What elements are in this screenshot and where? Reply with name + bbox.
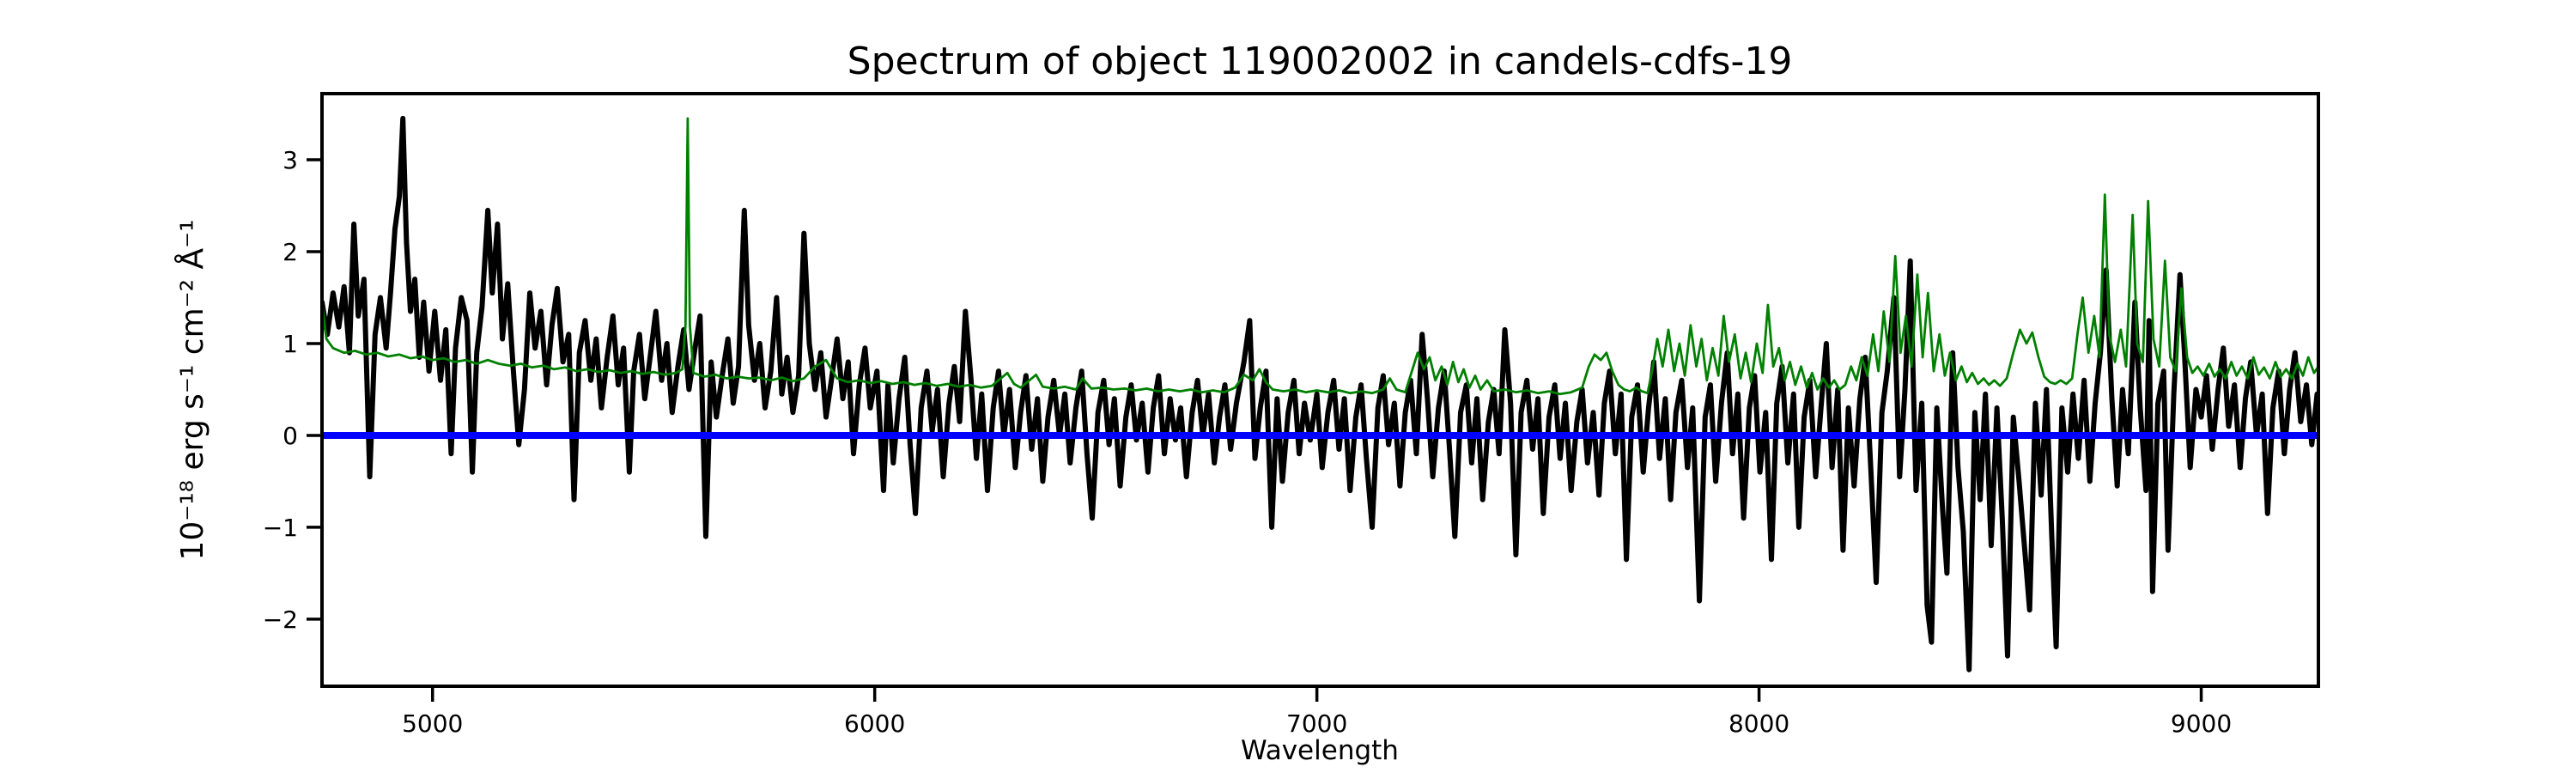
x-tick-label: 5000 [402,709,463,738]
x-tick-label: 6000 [844,709,905,738]
y-tick-label: 2 [283,238,298,266]
plot-area: 5000 6000 7000 8000 9000 −2 −1 0 1 2 3 [263,92,2320,738]
y-axis-label: 10⁻¹⁸ erg s⁻¹ cm⁻² Å⁻¹ [173,219,210,560]
noise-spectrum-line [322,117,2318,396]
x-tick-label: 7000 [1286,709,1347,738]
x-tick-label: 9000 [2171,709,2232,738]
y-tick-label: 1 [283,330,298,358]
y-tick-label: 0 [283,422,298,450]
flux-spectrum-line [322,115,2318,673]
y-tick-label: −2 [263,606,298,634]
y-tick-label: −1 [263,514,298,542]
x-tick-label: 8000 [1728,709,1789,738]
series-group [322,115,2318,673]
y-tick-label: 3 [283,146,298,174]
x-axis-label: Wavelength [1241,735,1399,766]
plot-title: Spectrum of object 119002002 in candels-… [848,40,1793,83]
axes-spines [320,92,2320,688]
